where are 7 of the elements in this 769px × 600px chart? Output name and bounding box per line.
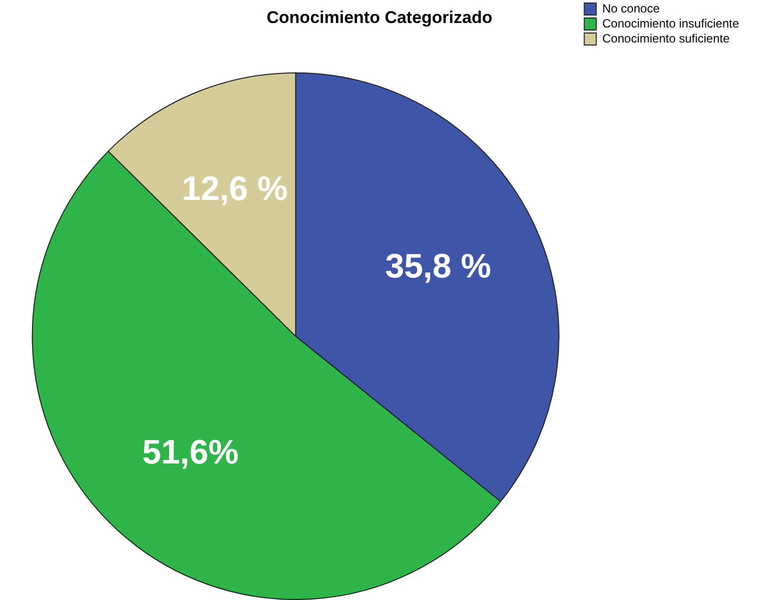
data-label: 35,8 % xyxy=(385,247,492,286)
data-label: 51,6% xyxy=(142,433,239,472)
legend-label: Conocimiento insuficiente xyxy=(602,16,740,30)
legend-label: No conoce xyxy=(602,1,660,16)
data-label: 12,6 % xyxy=(182,170,288,208)
legend-label: Conocimiento suficiente xyxy=(602,31,730,46)
chart-title: Conocimiento Categorizado xyxy=(266,8,492,27)
